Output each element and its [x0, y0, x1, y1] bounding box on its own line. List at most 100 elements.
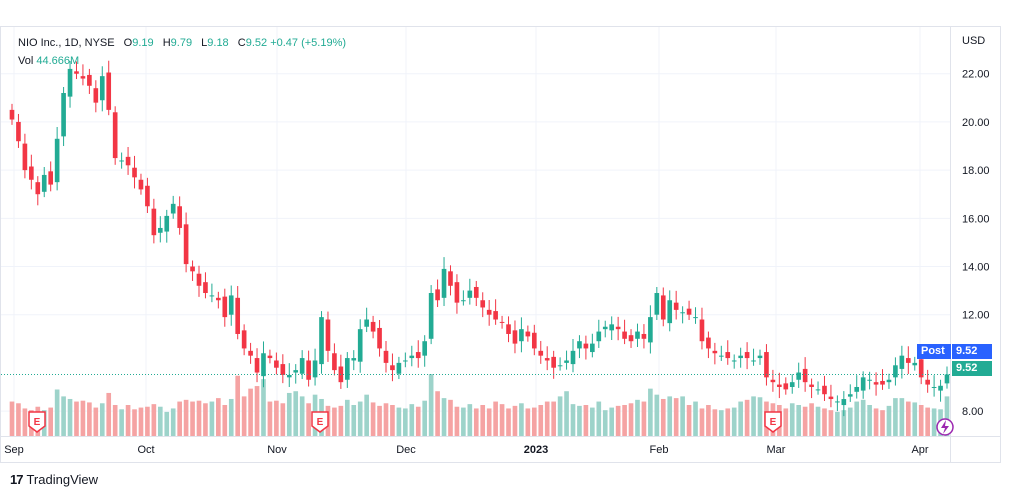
dividend-lightning-icon[interactable] [936, 418, 954, 436]
volume-bar [390, 405, 395, 436]
candle-body [164, 215, 170, 232]
candle-body [332, 353, 337, 371]
volume-bar [899, 398, 905, 436]
candle-body [312, 360, 318, 378]
candle-body [822, 385, 827, 395]
candle-body [138, 179, 144, 190]
brand-name: TradingView [26, 472, 99, 487]
volume-bar [80, 400, 86, 436]
volume-bar [654, 394, 660, 436]
price-tick-label: 12.00 [962, 310, 990, 322]
volume-bar [757, 397, 763, 436]
volume-bar [267, 401, 273, 436]
candle-body [190, 266, 195, 272]
volume-bar [9, 401, 15, 436]
candle-body [809, 384, 814, 387]
candle-body [299, 358, 305, 374]
earnings-marker-icon[interactable]: E [764, 411, 782, 433]
candle-body [841, 399, 847, 406]
volume-bar [177, 401, 182, 436]
volume-bar [351, 405, 357, 436]
volume-bar [615, 405, 621, 436]
candle-body [125, 156, 131, 166]
candle-body [551, 356, 556, 368]
tradingview-brand[interactable]: 17 TradingView [10, 472, 98, 487]
candle-body [196, 273, 202, 286]
candle-body [744, 352, 750, 359]
volume-bar [512, 405, 518, 436]
volume-bar [338, 405, 344, 436]
legend: NIO Inc., 1D, NYSE O9.19 H9.79 L9.18 C9.… [18, 35, 346, 70]
candle-body [74, 71, 79, 74]
chart-border [0, 26, 1001, 463]
candle-body [802, 368, 808, 383]
candle-body [654, 293, 660, 315]
volume-bar [48, 407, 54, 436]
candle-body [628, 335, 634, 342]
volume-bar [357, 401, 363, 436]
candle-body [183, 224, 189, 265]
volume-bar [486, 408, 492, 436]
earnings-marker-icon[interactable]: E [28, 411, 46, 433]
volume-bar [660, 398, 666, 436]
candle-body [835, 401, 840, 403]
candle-body [415, 352, 421, 359]
earnings-badge-shape [311, 411, 329, 433]
volume-bar [802, 406, 808, 436]
volume-bar [944, 396, 950, 436]
volume-bar [847, 407, 853, 436]
price-tick-label: 18.00 [962, 165, 990, 177]
candle-body [54, 138, 60, 183]
volume-bar [744, 399, 750, 436]
earnings-badge-letter: E [770, 417, 777, 428]
candle-body [680, 312, 685, 314]
volume-bar [286, 392, 292, 436]
volume-bar [145, 406, 150, 436]
candle-body [590, 343, 595, 353]
volume-bar [299, 396, 305, 436]
candle-body [364, 319, 369, 327]
candle-body [596, 331, 602, 342]
volume-bar [293, 391, 299, 436]
candle-body [493, 311, 498, 320]
volume-bar [822, 408, 827, 436]
candle-body [106, 72, 112, 110]
volume-bar [641, 401, 647, 436]
currency-label[interactable]: USD [962, 35, 986, 47]
volume-bar [564, 391, 569, 436]
volume-bar [473, 408, 479, 436]
candle-body [725, 352, 731, 359]
candle-body [87, 74, 92, 86]
volume-bar [680, 396, 685, 436]
last-price-badge: 9.52 [952, 361, 992, 376]
candle-body [693, 317, 698, 319]
candles [9, 60, 950, 417]
volume-bar [170, 408, 176, 436]
candle-body [357, 329, 363, 362]
volume-bar [918, 405, 924, 436]
candle-body [119, 160, 124, 162]
candle-body [344, 358, 350, 380]
earnings-marker-icon[interactable]: E [311, 411, 329, 433]
volume-bar [809, 403, 814, 436]
candle-body [712, 350, 718, 354]
volume-bar [209, 401, 215, 436]
candle-body [254, 358, 260, 373]
volume-bar [905, 401, 911, 436]
candle-body [248, 350, 253, 356]
candle-body [648, 317, 653, 343]
volume-bar [570, 404, 576, 436]
volume-bar [467, 404, 473, 436]
candle-body [293, 370, 299, 373]
volume-bar [119, 409, 124, 436]
candle-body [35, 182, 41, 195]
candle-body [441, 268, 447, 298]
volume-bar [422, 400, 428, 436]
volume-bar [796, 405, 802, 436]
legend-volume-value: 44.666M [36, 55, 80, 67]
volume-bar [216, 398, 221, 436]
earnings-badge-letter: E [34, 417, 41, 428]
volume-bar [718, 410, 724, 436]
